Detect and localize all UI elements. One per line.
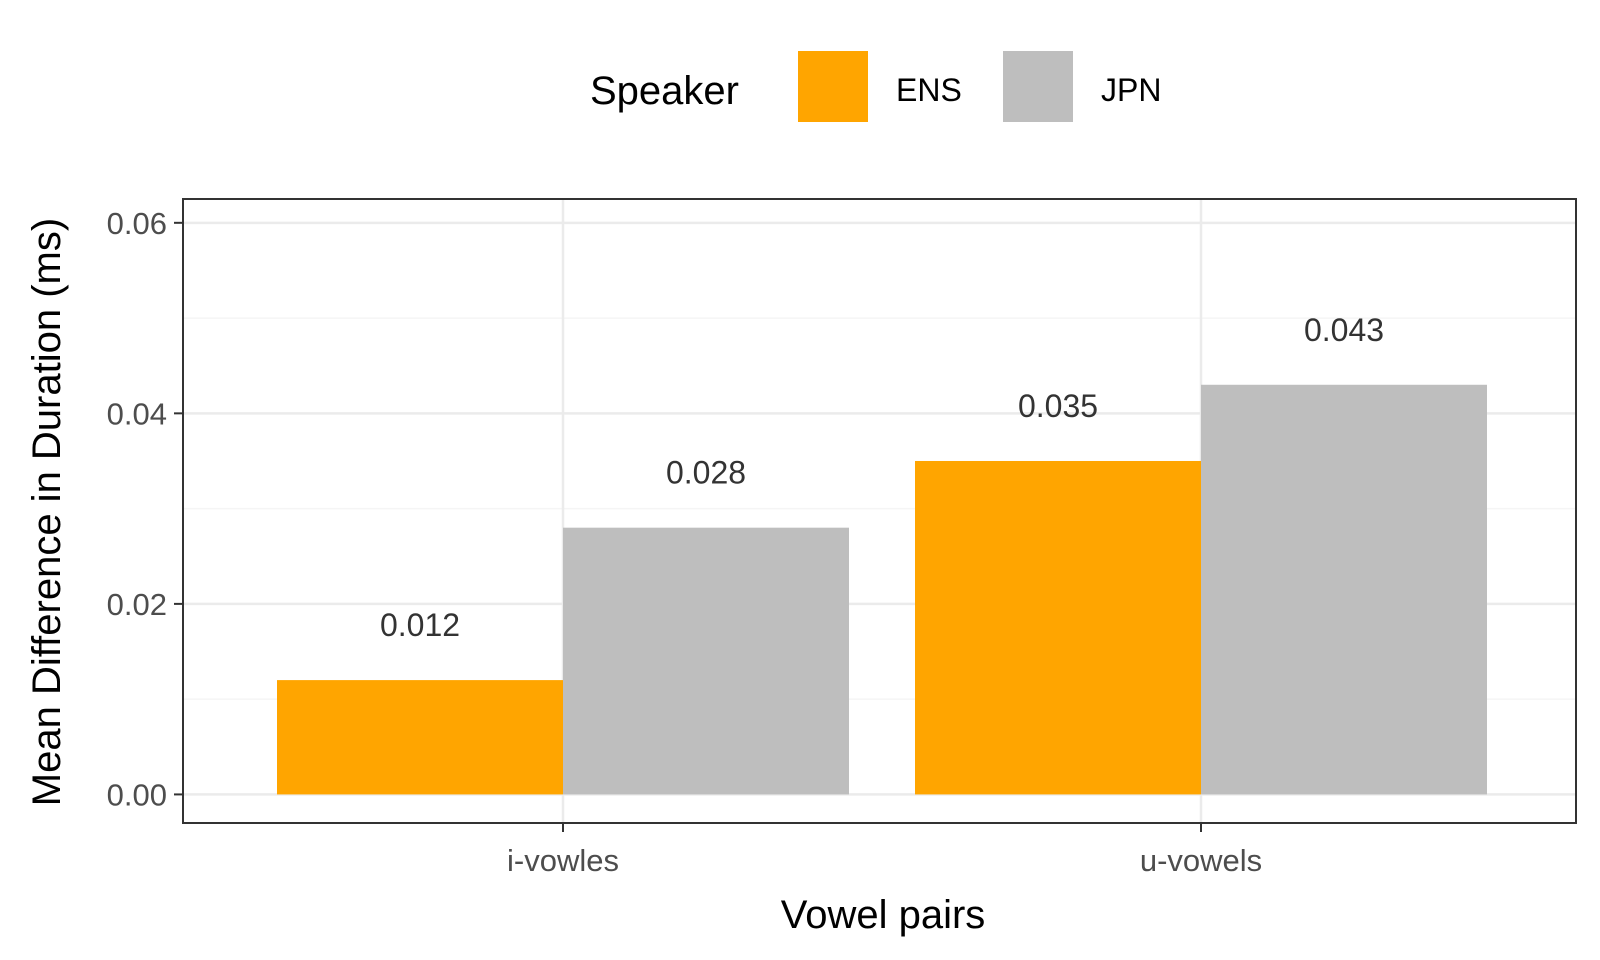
bars [277, 384, 1487, 795]
bar-jpn-u-vowels [1201, 384, 1487, 795]
data-label: 0.043 [1304, 312, 1384, 348]
y-tick-label: 0.00 [107, 777, 167, 812]
y-tick-label: 0.02 [107, 587, 167, 622]
legend-key-jpn [1003, 51, 1073, 122]
legend-title: Speaker [590, 69, 739, 113]
legend-label-jpn: JPN [1101, 72, 1161, 108]
legend-items: ENS JPN [798, 51, 1161, 122]
panel-border [182, 198, 1577, 824]
bar-ens-u-vowels [915, 460, 1201, 795]
legend: Speaker ENS JPN [590, 51, 1161, 122]
data-label: 0.035 [1018, 388, 1098, 424]
y-axis-title: Mean Difference in Duration (ms) [25, 218, 69, 806]
x-axis: i-vowles u-vowels [507, 823, 1262, 878]
y-tick-label: 0.04 [107, 396, 167, 431]
x-axis-title: Vowel pairs [781, 893, 986, 937]
legend-key-ens [798, 51, 868, 122]
bar-ens-i-vowles [277, 680, 563, 795]
bar-jpn-i-vowles [563, 527, 849, 795]
plot-panel: 0.012 0.028 0.035 0.043 [182, 198, 1577, 824]
x-tick-label: i-vowles [507, 843, 619, 878]
data-label: 0.012 [380, 607, 460, 643]
y-tick-label: 0.06 [107, 206, 167, 241]
x-tick-label: u-vowels [1140, 843, 1262, 878]
y-axis: 0.00 0.02 0.04 0.06 [107, 206, 183, 812]
data-label: 0.028 [666, 455, 746, 491]
data-labels: 0.012 0.028 0.035 0.043 [380, 312, 1384, 643]
legend-label-ens: ENS [896, 72, 962, 108]
